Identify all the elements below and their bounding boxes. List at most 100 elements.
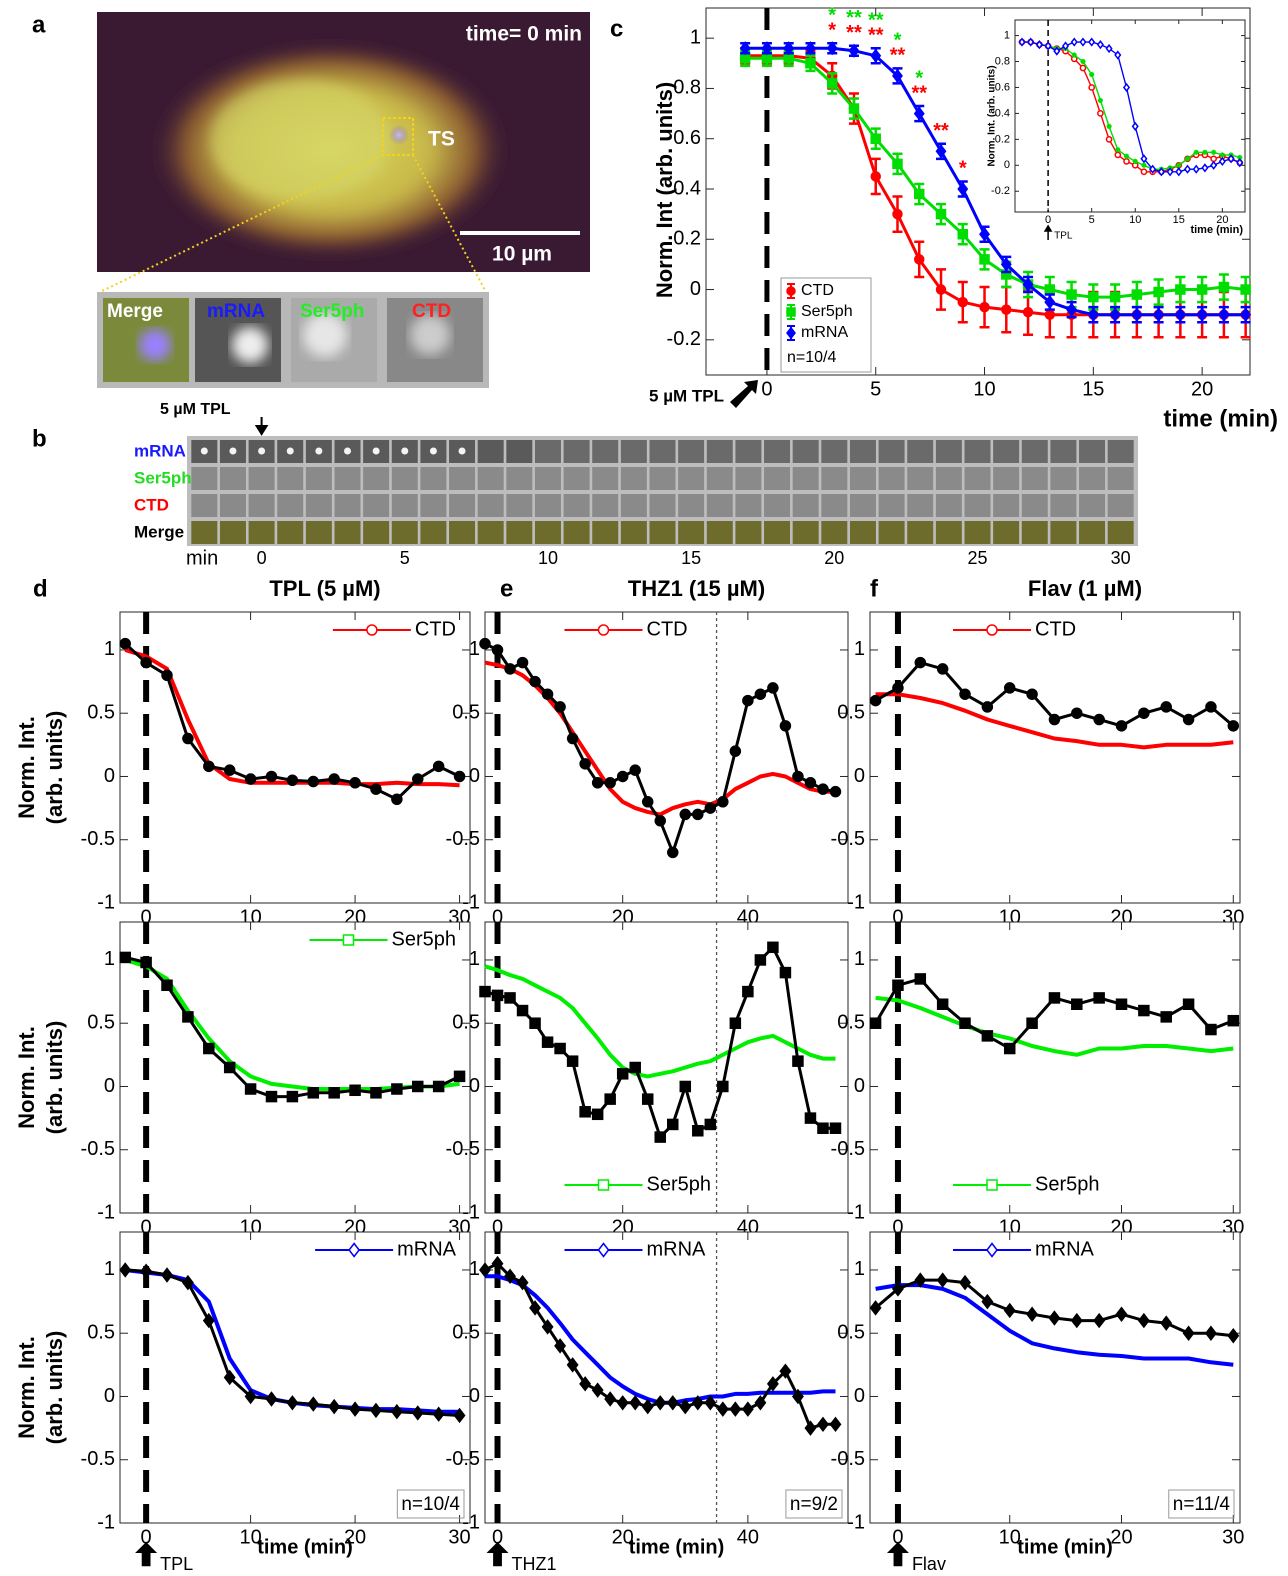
y-tick-label: 0 <box>104 1385 115 1407</box>
data-point <box>960 689 970 699</box>
y-tick-label: 0 <box>690 278 701 300</box>
y-tick-label: 0.5 <box>837 1011 865 1033</box>
strip-spot <box>258 448 265 455</box>
data-point <box>543 689 553 699</box>
data-point <box>668 847 678 857</box>
strip-frame-image <box>1050 494 1076 517</box>
significance-label: * <box>894 30 902 52</box>
channel-label: Ser5ph <box>300 301 364 322</box>
data-point <box>1027 1018 1037 1028</box>
strip-frame-image <box>478 440 504 463</box>
strip-frame-image <box>965 467 991 490</box>
data-point <box>1049 715 1059 725</box>
y-axis-label: (arb. units) <box>42 1021 67 1135</box>
significance-label: * <box>915 67 923 89</box>
y-tick-label: -1 <box>462 1201 480 1223</box>
y-tick-label: 1 <box>854 638 865 660</box>
strip-frame-image <box>478 467 504 490</box>
data-point <box>480 639 490 649</box>
data-point <box>680 809 690 819</box>
strip-frame-image <box>592 494 618 517</box>
data-point <box>1176 285 1185 294</box>
data-point <box>1206 1025 1216 1035</box>
strip-frame-image <box>306 467 332 490</box>
data-point <box>1111 293 1120 302</box>
y-tick-label: -0.5 <box>446 828 480 850</box>
plot-area <box>485 922 848 1213</box>
data-point <box>705 803 715 813</box>
data-point <box>593 778 603 788</box>
strip-frame-image <box>564 467 590 490</box>
strip-spot <box>459 448 466 455</box>
strip-frame-image <box>1022 467 1048 490</box>
plot-area <box>870 1232 1240 1523</box>
data-point <box>818 784 828 794</box>
row-label: mRNA <box>134 441 186 460</box>
panel-title: Flav (1 µM) <box>1028 576 1142 601</box>
strip-frame-image <box>821 521 847 544</box>
x-tick-label: 5 <box>1089 214 1095 226</box>
strip-frame-image <box>707 494 733 517</box>
data-point <box>530 1018 540 1028</box>
x-tick-label: 0 <box>761 378 772 400</box>
data-point <box>518 1006 528 1016</box>
strip-frame-image <box>650 440 676 463</box>
data-point <box>1211 150 1216 155</box>
y-tick-label: -1 <box>847 891 865 913</box>
strip-frame-image <box>678 521 704 544</box>
plot-area <box>870 612 1240 903</box>
data-point <box>680 1081 690 1091</box>
data-point <box>755 689 765 699</box>
strip-frame-image <box>1050 521 1076 544</box>
y-tick-label: 0 <box>469 765 480 787</box>
data-point <box>120 639 130 649</box>
strip-frame-image <box>793 521 819 544</box>
strip-frame-image <box>965 440 991 463</box>
data-point <box>593 1109 603 1119</box>
data-point <box>630 1063 640 1073</box>
data-point <box>543 1037 553 1047</box>
treatment-label: TPL <box>1054 231 1073 242</box>
data-point <box>1027 689 1037 699</box>
strip-frame-image <box>506 494 532 517</box>
data-point <box>568 1056 578 1066</box>
data-point <box>1072 708 1082 718</box>
strip-frame-image <box>707 521 733 544</box>
data-point <box>693 809 703 819</box>
data-point <box>718 797 728 807</box>
y-tick-label: -0.5 <box>831 1448 865 1470</box>
data-point <box>141 957 151 967</box>
panel-label: d <box>33 575 48 602</box>
strip-frame-image <box>879 494 905 517</box>
strip-frame-image <box>650 521 676 544</box>
data-point <box>493 990 503 1000</box>
x-tick-label: 20 <box>1110 1526 1132 1548</box>
strip-spot <box>201 448 208 455</box>
strip-frame-image <box>879 467 905 490</box>
strip-frame-image <box>678 440 704 463</box>
legend-label: CTD <box>415 618 456 640</box>
data-point <box>915 255 924 264</box>
strip-spot <box>229 448 236 455</box>
data-point <box>329 1088 339 1098</box>
strip-frame-image <box>335 494 361 517</box>
data-point <box>1202 150 1207 155</box>
data-point <box>371 1088 381 1098</box>
data-point <box>893 980 903 990</box>
strip-tick-label: 30 <box>1111 548 1131 568</box>
strip-frame-image <box>478 494 504 517</box>
data-point <box>493 645 503 655</box>
data-point <box>605 1094 615 1104</box>
strip-frame-image <box>191 467 217 490</box>
cell-texture <box>210 80 390 200</box>
strip-axis-label: min <box>186 547 218 569</box>
data-point <box>849 104 858 113</box>
data-point <box>555 1044 565 1054</box>
treatment-label: THZ1 <box>512 1554 557 1574</box>
data-point <box>162 980 172 990</box>
strip-frame-image <box>306 521 332 544</box>
x-tick-label: 10 <box>973 378 995 400</box>
panel-label: f <box>870 575 879 602</box>
data-point <box>915 190 924 199</box>
strip-frame-image <box>1108 467 1134 490</box>
